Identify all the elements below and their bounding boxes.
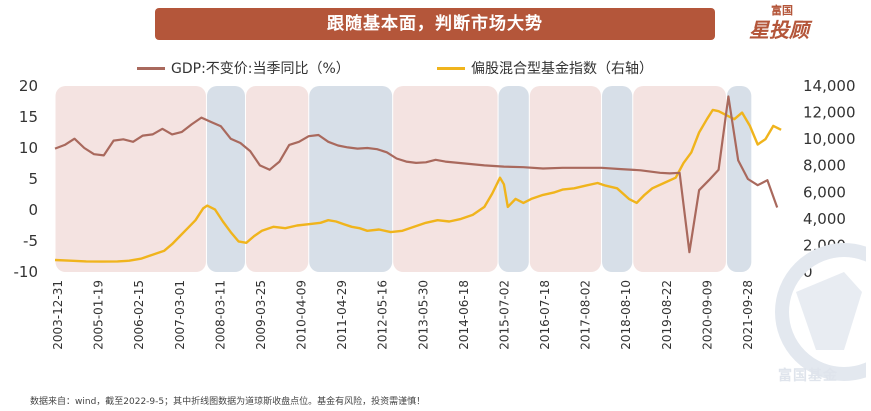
y-right-tick-3: 6,000 <box>803 183 846 201</box>
x-tick-4: 2008-03-11 <box>213 280 227 350</box>
shaded-period-3 <box>309 86 393 272</box>
shaded-period-5 <box>498 86 529 272</box>
y-right-tick-0: 0 <box>803 263 813 281</box>
x-tick-15: 2019-08-22 <box>660 280 674 350</box>
y-right-tick-7: 14,000 <box>803 77 856 95</box>
x-tick-8: 2012-05-16 <box>376 280 390 350</box>
y-left-tick-6: 20 <box>19 77 38 95</box>
x-tick-3: 2007-03-01 <box>173 280 187 350</box>
y-right-tick-6: 12,000 <box>803 104 856 122</box>
series-line-fund-index <box>54 108 782 263</box>
shaded-period-2 <box>246 86 309 272</box>
x-tick-11: 2015-07-02 <box>497 280 511 350</box>
x-tick-5: 2009-03-25 <box>254 280 268 350</box>
x-tick-16: 2020-09-09 <box>700 280 714 350</box>
legend-item-index: 偏股混合型基金指数（右轴） <box>437 58 653 78</box>
legend-label-index: 偏股混合型基金指数（右轴） <box>471 61 653 77</box>
x-tick-0: 2003-12-31 <box>51 280 65 350</box>
data-source-footnote: 数据来自：wind，截至2022-9-5；其中折线图数据为道琼斯收盘点位。基金有… <box>30 397 426 407</box>
y-left-tick-5: 15 <box>19 108 38 126</box>
x-tick-17: 2021-09-28 <box>741 280 755 350</box>
y-right-tick-2: 4,000 <box>803 210 846 228</box>
x-tick-14: 2018-08-10 <box>619 280 633 350</box>
brand-logo-small-text: 富国 <box>771 4 793 17</box>
y-left-tick-3: 5 <box>28 170 38 188</box>
x-tick-13: 2017-08-02 <box>579 280 593 350</box>
y-left-tick-1: -5 <box>23 232 38 250</box>
shaded-period-0 <box>55 86 206 272</box>
brand-logo: 富国 星投顾 <box>749 2 853 44</box>
series-line-gdp <box>54 95 779 254</box>
legend-label-gdp: GDP:不变价:当季同比（%） <box>171 61 350 77</box>
x-tick-6: 2010-04-09 <box>295 280 309 350</box>
legend-swatch-gdp <box>137 66 165 70</box>
chart-title-banner: 跟随基本面，判断市场大势 <box>155 8 715 40</box>
legend-swatch-index <box>437 66 465 70</box>
legend-item-gdp: GDP:不变价:当季同比（%） <box>137 58 350 78</box>
x-tick-12: 2016-07-18 <box>538 280 552 350</box>
x-tick-2: 2006-02-15 <box>132 280 146 350</box>
shaded-period-7 <box>602 86 633 272</box>
watermark-text: 富国基金 <box>778 368 838 384</box>
shaded-period-1 <box>206 86 246 272</box>
x-tick-9: 2013-05-30 <box>416 280 430 350</box>
x-tick-10: 2014-06-18 <box>457 280 471 350</box>
shaded-period-4 <box>393 86 498 272</box>
shaded-period-6 <box>529 86 602 272</box>
x-tick-1: 2005-01-19 <box>92 280 106 350</box>
y-right-tick-5: 10,000 <box>803 130 856 148</box>
chart-legend: GDP:不变价:当季同比（%） 偏股混合型基金指数（右轴） <box>0 58 871 80</box>
y-left-tick-4: 10 <box>19 139 38 157</box>
y-right-tick-4: 8,000 <box>803 157 846 175</box>
watermark-emblem-icon <box>775 243 866 381</box>
brand-logo-text: 星投顾 <box>749 18 809 42</box>
x-tick-7: 2011-04-29 <box>335 280 349 350</box>
y-left-tick-0: -10 <box>14 263 39 281</box>
y-left-tick-2: 0 <box>28 201 38 219</box>
